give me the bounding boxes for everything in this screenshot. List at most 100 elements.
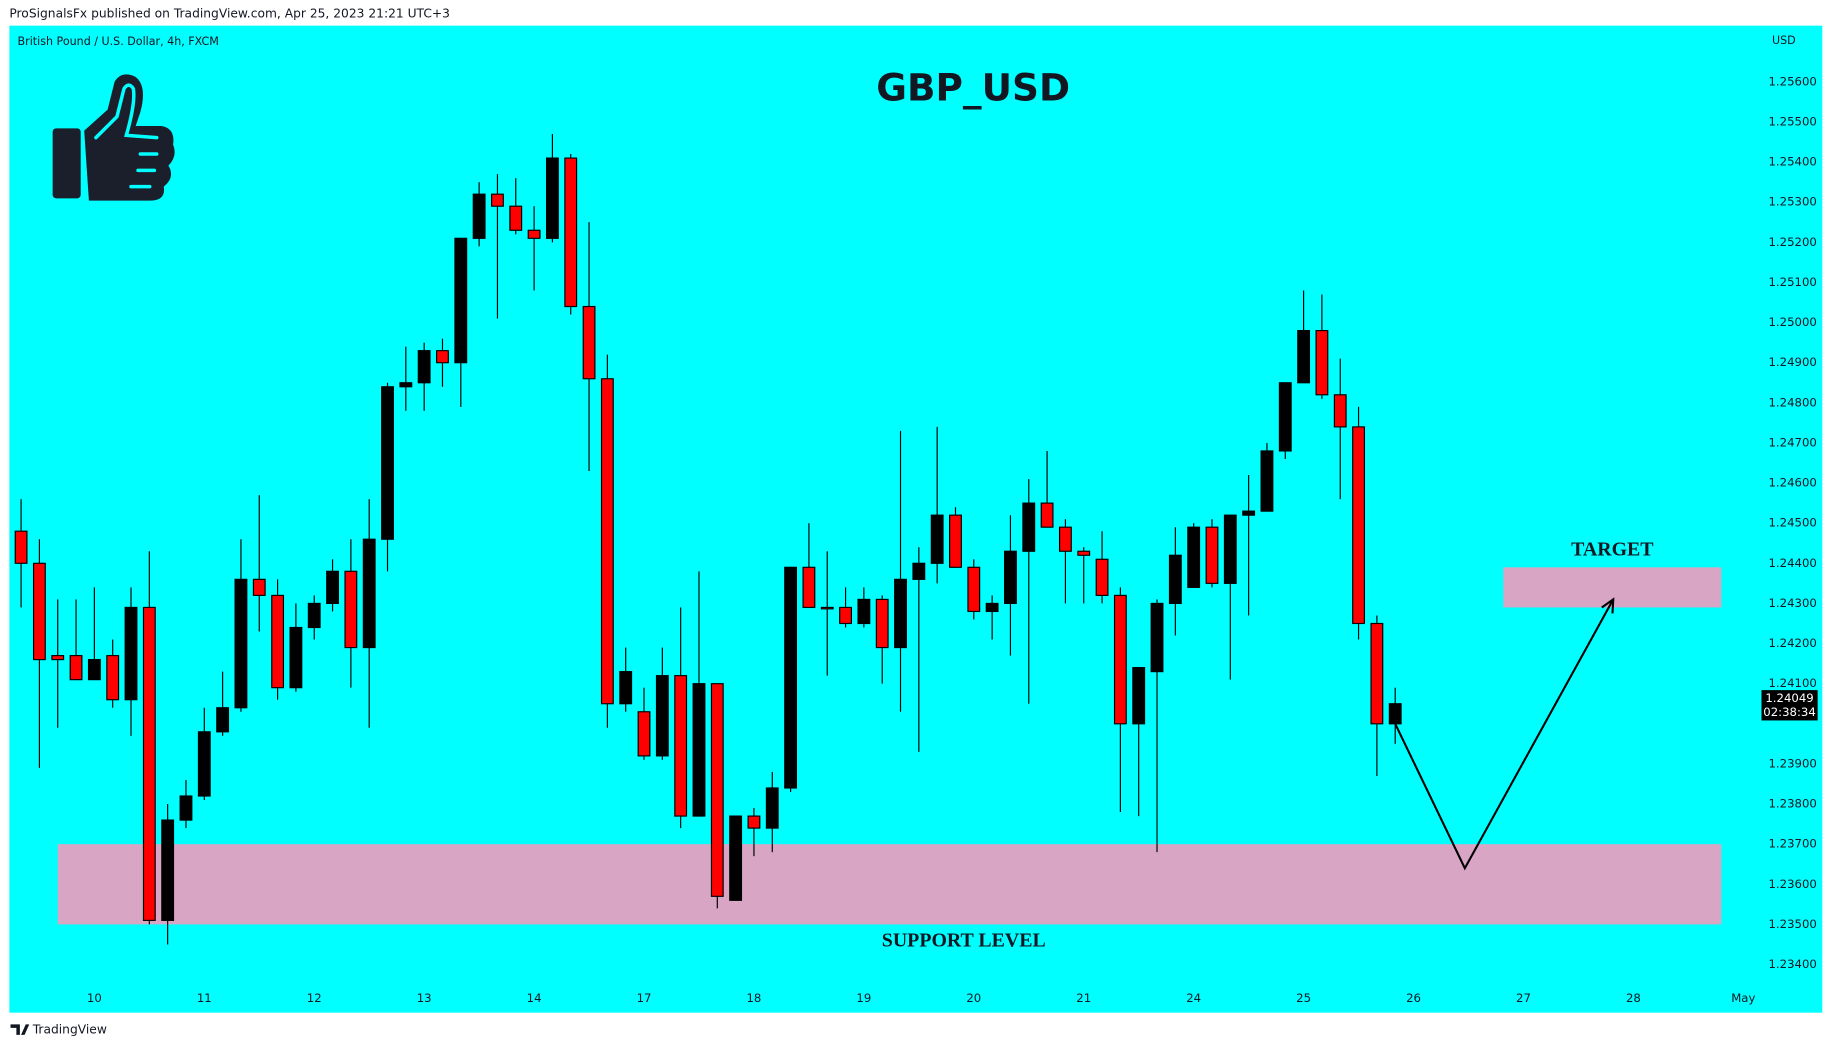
candle-body [710,683,724,897]
candle-body [252,578,266,596]
arrow-head [1601,597,1615,614]
y-tick-label: 1.25300 [1769,195,1817,209]
y-tick-label: 1.25600 [1769,74,1817,88]
candle-body [454,237,468,364]
y-tick-label: 1.24200 [1769,636,1817,650]
y-tick-label: 1.25000 [1769,315,1817,329]
x-tick-label: 27 [1516,991,1531,1005]
x-tick-label: 17 [637,991,652,1005]
x-tick-label: 26 [1406,991,1421,1005]
candle-body [216,707,230,733]
candle-body [1187,526,1201,588]
candle-body [69,654,83,681]
y-tick-label: 1.23500 [1769,917,1817,931]
candle-body [344,570,358,649]
candle-body [1388,703,1402,725]
last-price-box [1761,690,1818,721]
candle-body [674,675,688,817]
x-tick-label: 14 [527,991,542,1005]
candle-body [765,787,779,829]
y-tick-label: 1.23400 [1769,957,1817,971]
thumbs-up-icon [52,74,175,201]
y-tick-label: 1.24700 [1769,435,1817,449]
projection-path [1394,598,1615,871]
x-tick-label: 13 [417,991,432,1005]
candle-body [1370,622,1384,725]
candle-body [655,675,669,757]
candle-body [1132,667,1146,725]
candle-body [509,205,523,231]
x-tick-label: 28 [1626,991,1641,1005]
candle-body [362,538,376,649]
candle-body [894,578,907,649]
candle-body [491,193,504,207]
x-tick-label: 18 [747,991,762,1005]
candle-body [527,229,541,239]
candle-body [1150,602,1164,673]
candle-body [399,382,413,388]
candle-body [381,386,394,540]
y-tick-label: 1.25500 [1769,114,1817,128]
candle-body [839,606,852,625]
symbol-label: British Pound / U.S. Dollar, 4h, FXCM [18,35,219,48]
last-price-label: 1.24049 [1765,691,1813,705]
candle-body [1333,394,1347,428]
candle-body [87,659,101,681]
y-tick-label: 1.23600 [1769,877,1817,891]
candle-body [857,598,871,625]
y-tick-label: 1.25400 [1769,155,1817,169]
x-tick-label: 24 [1186,991,1201,1005]
candle-body [436,350,449,364]
candle-body [545,157,559,239]
y-tick-label: 1.24900 [1769,355,1817,369]
y-tick-label: 1.24100 [1769,676,1817,690]
zone [57,844,1722,925]
candle-body [1022,502,1036,552]
candle-body [1223,514,1237,584]
candle-body [985,602,999,613]
candle-body [289,626,303,689]
candle-body [1077,550,1091,556]
candle-body [784,566,798,789]
candle-body [912,562,926,580]
candle-body [875,598,889,649]
candle-body [326,570,339,605]
candle-body [307,602,321,629]
y-tick-label: 1.24800 [1769,395,1817,409]
candle-body [1004,550,1017,605]
candle-body [1297,330,1311,384]
candle-body [619,671,633,705]
y-tick-label: 1.25200 [1769,235,1817,249]
candle-body [1058,526,1072,552]
y-tick-label: 1.24500 [1769,516,1817,530]
chart-title: GBP_USD [876,65,1070,109]
y-tick-label: 1.24300 [1769,596,1817,610]
candle-body [1352,426,1365,625]
candle-body [1205,526,1219,584]
candle-body [179,795,193,821]
candle-body [142,606,156,921]
candle-body [802,566,816,609]
candle-body [51,654,65,661]
zone-label: SUPPORT LEVEL [882,929,1046,951]
candle-body [949,514,962,568]
y-tick-label: 1.23800 [1769,797,1817,811]
y-tick-label: 1.25100 [1769,275,1817,289]
candle-body [1095,558,1109,596]
candle-body [124,606,138,701]
x-tick-label: 11 [197,991,212,1005]
candle-body [582,305,596,380]
candle-body [14,530,28,564]
candle-body [1040,502,1054,528]
candle-body [417,350,431,384]
candle-body [1260,450,1274,512]
y-tick-label: 1.23700 [1769,837,1817,851]
x-tick-label: 10 [87,991,102,1005]
candle-body [930,514,944,564]
candle-body [271,594,285,689]
candle-body [1168,554,1182,605]
candle-body [820,606,834,610]
zone-label: TARGET [1571,539,1653,561]
